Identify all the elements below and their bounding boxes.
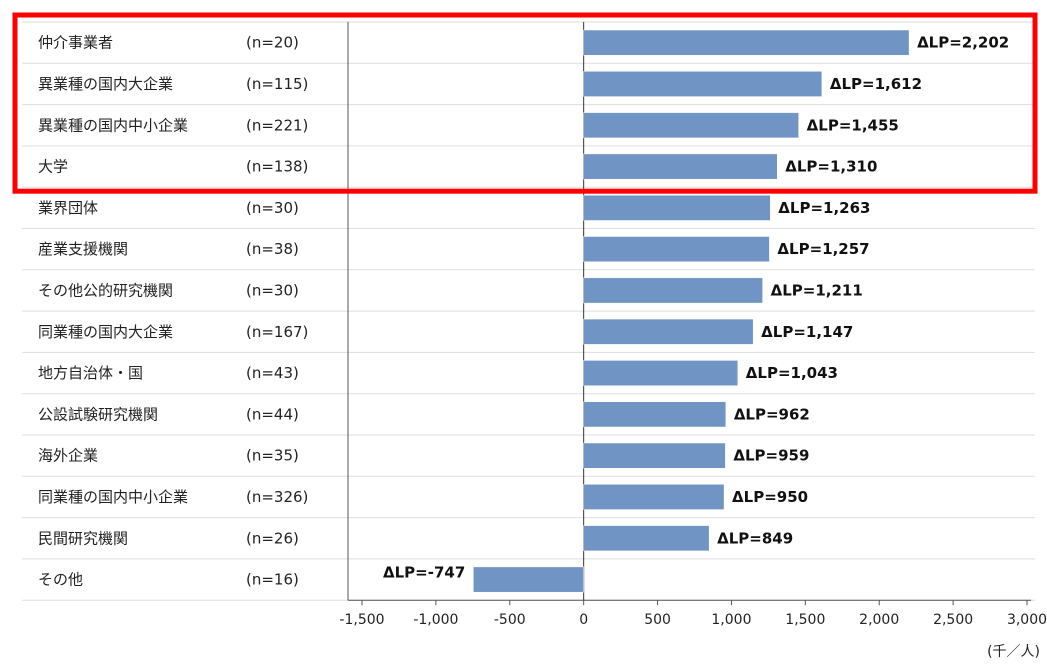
category-label: その他公的研究機関 [38,281,173,299]
sample-size-label: (n=44) [246,405,299,423]
sample-size-label: (n=20) [246,34,299,52]
highlight-box [12,12,1038,194]
value-label: ΔLP=2,202 [917,34,1009,52]
x-tick-label: 3,000 [1007,612,1047,628]
bar [583,318,754,345]
value-label: ΔLP=1,310 [785,158,877,176]
category-label: 異業種の国内大企業 [38,75,173,93]
bar [583,484,725,510]
category-label: 同業種の国内中小企業 [38,488,188,506]
value-label: ΔLP=-747 [383,564,465,582]
value-label: ΔLP=1,455 [807,116,899,134]
sample-size-label: (n=35) [246,447,299,465]
sample-size-label: (n=221) [246,116,308,134]
x-tick-label: 2,000 [859,612,899,628]
value-label: ΔLP=849 [717,529,793,547]
x-axis-ticks: -1,500 -1,000 -500 0 500 1,000 1,500 2,000 2,500… [339,600,1047,628]
bar [583,29,910,56]
sample-size-label: (n=138) [246,158,308,176]
value-label: ΔLP=1,612 [830,75,922,93]
bar [583,442,726,469]
bar [583,112,799,139]
sample-size-label: (n=16) [246,571,299,589]
category-label: 大学 [38,158,68,176]
sample-size-label: (n=38) [246,240,299,258]
sample-size-label: (n=26) [246,529,299,547]
category-label: 海外企業 [38,447,98,465]
x-tick-label: 0 [579,612,588,628]
x-tick-label: 1,500 [785,612,825,628]
value-label: ΔLP=1,043 [746,364,838,382]
value-label: ΔLP=959 [733,447,809,465]
sample-size-label: (n=30) [246,199,299,217]
sample-size-label: (n=43) [246,364,299,382]
value-label: ΔLP=1,257 [777,240,869,258]
bar [473,566,584,593]
bars-group [473,29,910,593]
bar [583,360,739,386]
bar [583,153,778,180]
sample-size-label: (n=167) [246,323,308,341]
bar [583,71,823,97]
sample-size-label: (n=326) [246,488,308,506]
value-label: ΔLP=1,147 [761,323,853,341]
row-labels-group: 仲介事業者 (n=20) ΔLP=2,202 異業種の国内大企業 (n=115) ΔLP=… [38,34,1009,589]
category-label: 仲介事業者 [38,34,113,52]
category-label: 同業種の国内大企業 [38,323,173,341]
category-label: 地方自治体・国 [38,364,143,382]
bar [583,236,770,263]
x-tick-label: -500 [494,612,526,628]
bar [583,277,763,304]
category-label: その他 [38,571,83,589]
category-label: 民間研究機関 [38,529,128,547]
category-label: 産業支援機関 [38,240,128,258]
bar [583,194,771,221]
unit-label: (千／人) [987,644,1040,660]
category-label: 公設試験研究機関 [38,405,158,423]
sample-size-label: (n=30) [246,281,299,299]
x-tick-label: -1,000 [413,612,458,628]
x-tick-label: 1,000 [711,612,751,628]
value-label: ΔLP=950 [732,488,808,506]
value-label: ΔLP=1,263 [778,199,870,217]
row-gridlines [22,21,1035,601]
category-label: 業界団体 [38,199,98,217]
bar [583,525,710,552]
x-tick-label: 500 [644,612,671,628]
x-tick-label: 2,500 [933,612,973,628]
sample-size-label: (n=115) [246,75,308,93]
x-tick-label: -1,500 [339,612,384,628]
category-label: 異業種の国内中小企業 [38,116,188,134]
bar [583,401,727,428]
value-label: ΔLP=962 [734,405,810,423]
value-label: ΔLP=1,211 [771,281,863,299]
